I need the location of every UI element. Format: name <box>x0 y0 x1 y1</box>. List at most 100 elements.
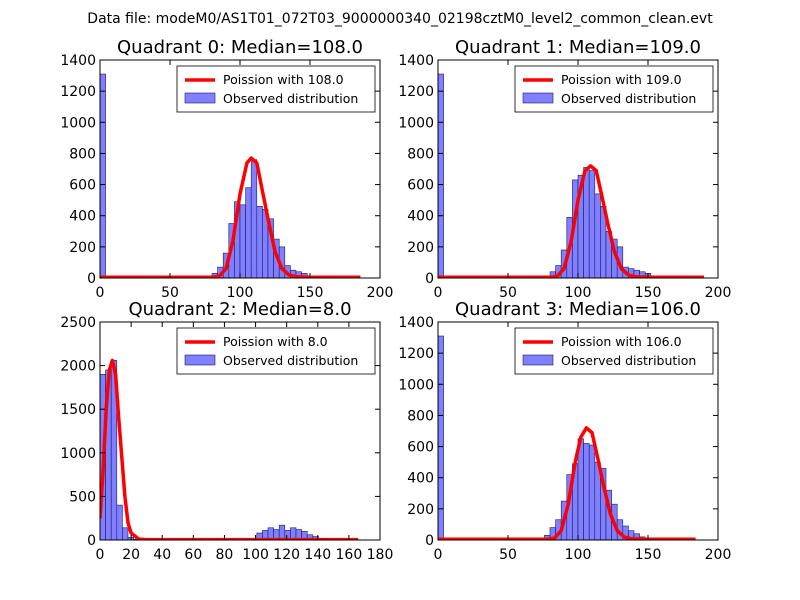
quadrant-2-title: Quadrant 2: Median=8.0 <box>128 299 351 320</box>
y-tick-label: 1000 <box>60 115 96 131</box>
y-tick-label: 0 <box>425 533 434 549</box>
x-tick-label: 50 <box>499 547 517 563</box>
histogram-bar <box>256 206 263 278</box>
legend-label-observed: Observed distribution <box>561 353 696 368</box>
y-tick-label: 800 <box>407 408 434 424</box>
x-tick-label: 180 <box>367 547 394 563</box>
x-tick-label: 160 <box>336 547 363 563</box>
y-tick-label: 1000 <box>398 377 434 393</box>
poisson-curve <box>100 156 361 278</box>
histogram-bar <box>438 73 444 278</box>
legend-label-poisson: Poission with 109.0 <box>561 72 682 87</box>
x-tick-label: 60 <box>184 547 202 563</box>
y-tick-label: 400 <box>407 209 434 225</box>
x-tick-label: 200 <box>705 547 732 563</box>
y-tick-label: 0 <box>87 271 96 287</box>
y-tick-label: 1000 <box>398 115 434 131</box>
y-tick-label: 400 <box>69 209 96 225</box>
y-tick-label: 500 <box>69 489 96 505</box>
x-tick-label: 100 <box>565 547 592 563</box>
y-tick-label: 200 <box>407 240 434 256</box>
histogram-bar <box>239 204 246 278</box>
x-tick-label: 20 <box>122 547 140 563</box>
legend-bar-swatch <box>184 92 216 104</box>
subplot-grid: Quadrant 0: Median=108.00 50 100 150 2000200… <box>60 37 731 563</box>
legend: Poission with 8.0 Observed distribution <box>176 327 376 375</box>
histogram-bar <box>588 170 596 278</box>
y-tick-label: 0 <box>87 533 96 549</box>
y-tick-label: 1400 <box>398 53 434 69</box>
plot-frame <box>99 321 381 541</box>
x-tick-label: 50 <box>499 285 517 301</box>
y-tick-label: 1400 <box>398 315 434 331</box>
y-tick-label: 1400 <box>60 53 96 69</box>
legend-label-poisson: Poission with 108.0 <box>223 72 344 87</box>
quadrant-0-plot: Quadrant 0: Median=108.0 0 50 100 150 200 0 200… <box>60 37 393 301</box>
y-tick-label: 0 <box>425 271 434 287</box>
x-tick-label: 120 <box>273 547 300 563</box>
legend-label-poisson: Poission with 106.0 <box>561 334 682 349</box>
y-tick-label: 1000 <box>60 446 96 462</box>
histogram-bar <box>116 504 123 540</box>
poisson-curve <box>438 164 704 278</box>
legend-label-poisson: Poission with 8.0 <box>223 334 328 349</box>
y-tick-label: 2500 <box>60 315 96 331</box>
y-tick-label: 800 <box>69 146 96 162</box>
histogram-bar <box>594 193 601 278</box>
legend-bar-swatch <box>522 354 554 366</box>
histogram-bar <box>577 438 584 540</box>
y-tick-label: 200 <box>69 240 96 256</box>
quadrant-0-title: Quadrant 0: Median=108.0 <box>117 37 363 58</box>
y-tick-label: 600 <box>407 178 434 194</box>
x-tick-label: 40 <box>153 547 171 563</box>
x-tick-label: 0 <box>434 547 443 563</box>
quadrant-1-title: Quadrant 1: Median=109.0 <box>455 37 701 58</box>
legend-label-observed: Observed distribution <box>223 353 358 368</box>
legend: Poission with 109.0 Observed distribution <box>514 65 714 113</box>
x-tick-label: 150 <box>635 285 662 301</box>
legend-box <box>514 65 714 113</box>
x-tick-label: 200 <box>367 285 394 301</box>
legend-label-observed: Observed distribution <box>223 91 358 106</box>
legend-label-observed: Observed distribution <box>561 91 696 106</box>
legend: Poission with 108.0 Observed distribution <box>176 65 376 113</box>
histogram-bar <box>100 73 106 278</box>
y-tick-label: 1200 <box>398 84 434 100</box>
quadrant-3-plot: Quadrant 3: Median=106.0 0 50 100 150 200 0 200… <box>398 299 731 563</box>
x-tick-label: 0 <box>96 547 105 563</box>
histogram-bar <box>583 167 590 278</box>
histogram-bar <box>245 187 252 278</box>
y-tick-label: 1200 <box>398 346 434 362</box>
legend-box <box>514 327 714 375</box>
x-tick-label: 150 <box>297 285 324 301</box>
poisson-curve <box>100 358 359 540</box>
x-tick-label: 50 <box>161 285 179 301</box>
legend-bar-swatch <box>522 92 554 104</box>
quadrant-2-plot: Quadrant 2: Median=8.0 0 20 40 60 80 100 120 140… <box>60 299 393 563</box>
x-tick-label: 200 <box>705 285 732 301</box>
x-tick-label: 80 <box>216 547 234 563</box>
y-tick-label: 600 <box>407 440 434 456</box>
y-tick-label: 600 <box>69 178 96 194</box>
x-tick-label: 0 <box>434 285 443 301</box>
y-tick-label: 1200 <box>60 84 96 100</box>
histogram-bar <box>250 159 258 278</box>
x-tick-label: 100 <box>227 285 254 301</box>
legend: Poission with 106.0 Observed distribution <box>514 327 714 375</box>
y-tick-label: 400 <box>407 471 434 487</box>
y-tick-label: 800 <box>407 146 434 162</box>
histogram-bar <box>588 444 596 540</box>
y-tick-label: 2000 <box>60 359 96 375</box>
y-tick-label: 1500 <box>60 402 96 418</box>
y-tick-label: 200 <box>407 502 434 518</box>
legend-box <box>176 65 376 113</box>
poisson-curve <box>438 426 696 540</box>
x-tick-label: 140 <box>304 547 331 563</box>
x-tick-label: 100 <box>242 547 269 563</box>
figure-suptitle: Data file: modeM0/AS1T01_072T03_90000003… <box>87 11 713 27</box>
histogram-bar <box>122 527 129 540</box>
x-tick-label: 0 <box>96 285 105 301</box>
legend-box <box>176 327 376 375</box>
x-tick-label: 100 <box>565 285 592 301</box>
